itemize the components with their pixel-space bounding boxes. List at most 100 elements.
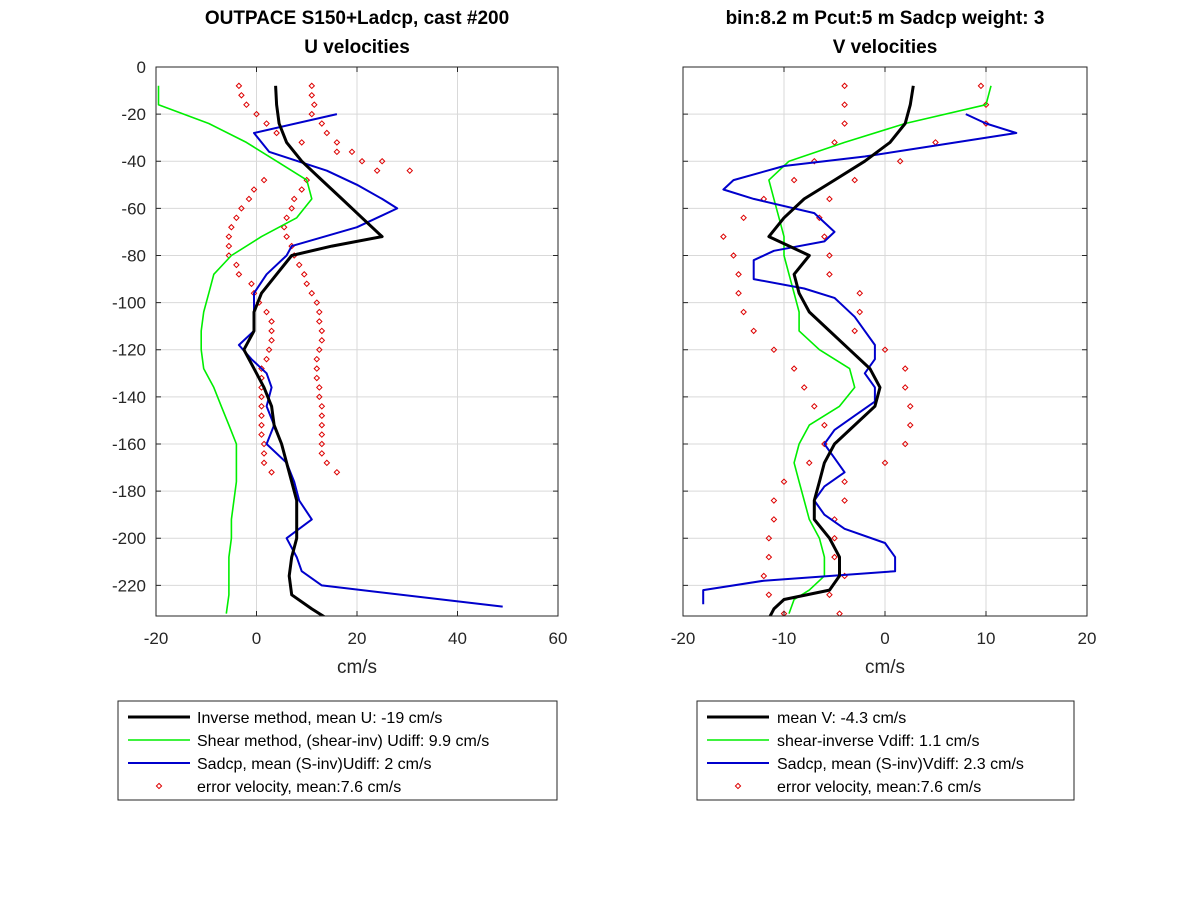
u-error-velocity-point (260, 176, 268, 184)
u-error-velocity-point (318, 412, 326, 420)
u-y-tick-label: -180 (112, 482, 146, 501)
u-error-velocity-point (308, 91, 316, 99)
u-error-velocity-point (268, 318, 275, 325)
u-error-velocity-point (298, 186, 306, 193)
u-error-velocity-point (290, 195, 298, 203)
u-error-velocity-point (235, 82, 243, 90)
u-error-velocity-point (263, 308, 270, 316)
u-error-velocity-point (358, 157, 366, 165)
u-error-velocity-point (318, 440, 326, 448)
u-error-velocity-point (283, 214, 290, 222)
u-error-velocity-point (316, 393, 323, 401)
u-grid (156, 67, 558, 616)
u-y-tick-label: -200 (112, 529, 146, 548)
u-error-velocity-point (260, 440, 268, 448)
u-y-tick-label: -160 (112, 435, 146, 454)
v-error-velocity-point (851, 176, 859, 184)
u-legend: Inverse method, mean U: -19 cm/s Shear me… (117, 700, 558, 801)
v-error-velocity-point (780, 478, 788, 486)
u-ticks: -20 0 20 40 600-20-40-60-80-100-120-140-160-… (112, 58, 567, 648)
legend-label-error: error velocity, mean:7.6 cm/s (197, 779, 401, 796)
u-error-velocity-point (318, 120, 326, 127)
u-error-velocity-point (316, 346, 323, 354)
v-error-velocity-point (856, 308, 864, 316)
u-error-velocity-point (238, 205, 245, 212)
u-x-tick-label: 40 (448, 629, 467, 648)
v-error-velocity-point (810, 157, 818, 165)
u-error-velocity-point (318, 450, 326, 457)
u-legend-box (117, 700, 558, 801)
u-error-velocity-point (313, 355, 321, 363)
v-error-velocity-point (836, 610, 843, 616)
u-error-velocity-point (308, 289, 316, 297)
u-error-velocity-point (268, 337, 275, 344)
u-error-velocity-point (233, 214, 240, 222)
u-error-velocity-point (313, 365, 321, 372)
v-velocity-panel: bin:8.2 m Pcut:5 m Sadcp weight: 3 V vel… (671, 8, 1097, 678)
u-y-tick-label: -220 (112, 576, 146, 595)
u-y-tick-label: -80 (121, 246, 146, 265)
u-error-velocity-point (318, 337, 326, 344)
u-error-velocity-point (263, 120, 270, 127)
legend-label-sadcp: Sadcp, mean (S-inv)Udiff: 2 cm/s (197, 756, 431, 773)
legend-swatch-error (734, 782, 742, 790)
u-y-tick-label: -60 (121, 199, 146, 218)
v-x-tick-label: -20 (671, 629, 696, 648)
u-error-velocity-point (333, 139, 341, 146)
v-error-velocity-point (841, 120, 848, 127)
v-error-velocity-point (826, 591, 833, 599)
u-error-velocity-point (316, 318, 323, 325)
u-error-velocity-point (280, 223, 288, 231)
u-error-velocity-point (253, 110, 260, 118)
u-y-tick-label: 0 (137, 58, 146, 77)
u-error-velocity-point (265, 346, 273, 354)
v-error-velocity-point (901, 440, 909, 448)
u-error-velocity-point (288, 205, 295, 212)
v-error-velocity-point (800, 384, 808, 391)
v-error-velocity-point (901, 365, 909, 372)
v-error-velocity-point (841, 497, 848, 504)
v-error-velocity-point (826, 252, 833, 259)
u-error-velocity-point (295, 261, 303, 269)
v-error-velocity-point (982, 101, 990, 109)
u-error-velocity-point (260, 459, 268, 467)
v-error-velocity-point (841, 101, 848, 109)
u-error-velocity-point (303, 280, 311, 288)
u-error-velocity-point (318, 421, 326, 429)
v-error-velocity-point (841, 478, 848, 486)
u-error-velocity-point (258, 421, 265, 429)
v-plot-area (702, 82, 1018, 616)
u-error-velocity-point (333, 468, 341, 476)
v-error-velocity-point (831, 534, 838, 542)
v-error-velocity-point (810, 402, 818, 410)
v-error-velocity-point (765, 534, 773, 542)
u-error-velocity-point (313, 299, 321, 306)
v-error-velocity-point (735, 289, 742, 297)
v-ticks: -20 -10 0 10 20 (671, 66, 1097, 648)
u-error-velocity-point (313, 374, 321, 382)
v-error-velocity-point (735, 271, 742, 278)
v-error-velocity-point (770, 497, 778, 504)
v-error-velocity-point (896, 157, 904, 165)
legend-label-inverse: mean V: -4.3 cm/s (777, 710, 906, 727)
u-shear-series-line (157, 85, 313, 614)
u-y-tick-label: -120 (112, 341, 146, 360)
v-error-velocity-point (831, 553, 838, 561)
u-error-velocity-point (318, 431, 326, 438)
v-error-velocity-point (790, 176, 798, 184)
u-error-velocity-point (235, 271, 243, 278)
v-error-velocity-point (765, 591, 773, 599)
v-x-tick-label: 20 (1078, 629, 1097, 648)
u-velocity-panel: OUTPACE S150+Ladcp, cast #200 U velociti… (112, 8, 567, 678)
v-x-tick-label: 0 (880, 629, 889, 648)
u-error-velocity-point (258, 402, 265, 410)
u-error-velocity-point (233, 261, 240, 269)
legend-label-shear: shear-inverse Vdiff: 1.1 cm/s (777, 733, 979, 750)
u-x-tick-label: 60 (549, 629, 568, 648)
u-x-axis-label: cm/s (337, 657, 377, 678)
u-error-velocity-point (323, 129, 331, 137)
legend-label-inverse: Inverse method, mean U: -19 cm/s (197, 710, 442, 727)
u-error-velocity-point (263, 355, 270, 363)
u-error-velocity-point (258, 412, 265, 420)
